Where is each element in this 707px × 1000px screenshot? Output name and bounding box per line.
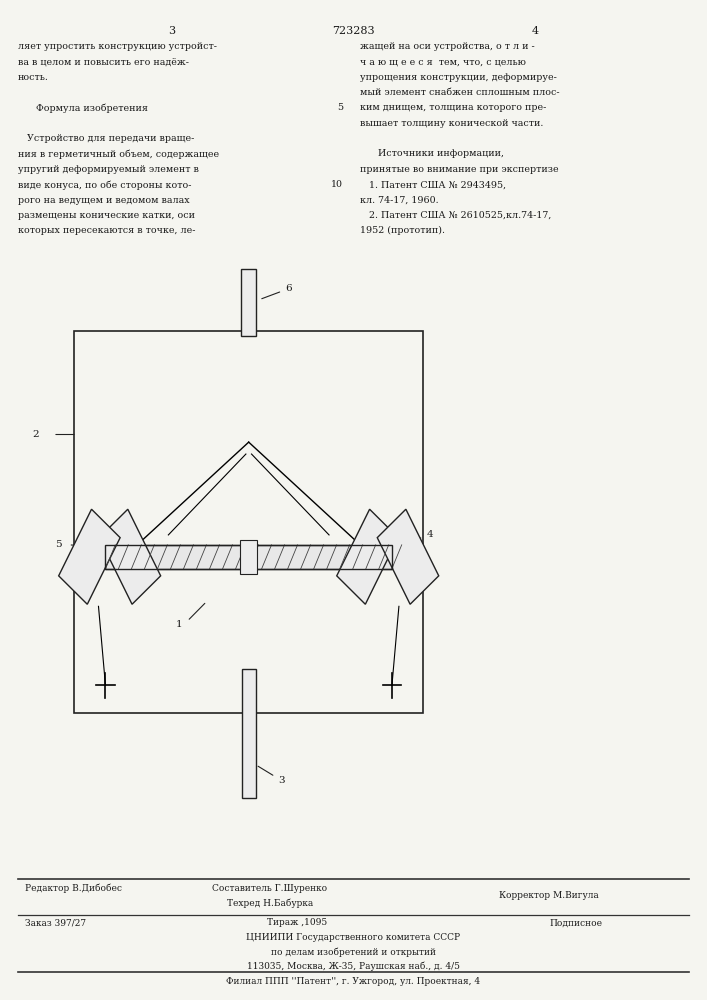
Text: по делам изобретений и открытий: по делам изобретений и открытий [271, 947, 436, 957]
Polygon shape [378, 509, 439, 604]
Text: вышает толщину конической части.: вышает толщину конической части. [361, 119, 544, 128]
Text: Заказ 397/27: Заказ 397/27 [25, 918, 86, 927]
Text: 3: 3 [278, 776, 285, 785]
Text: 113035, Москва, Ж-35, Раушская наб., д. 4/5: 113035, Москва, Ж-35, Раушская наб., д. … [247, 961, 460, 971]
Text: 2: 2 [33, 430, 39, 439]
Text: 4: 4 [532, 26, 539, 36]
Text: Филиал ППП ''Патент'', г. Ужгород, ул. Проектная, 4: Филиал ППП ''Патент'', г. Ужгород, ул. П… [226, 977, 481, 986]
Text: мый элемент снабжен сплошным плос-: мый элемент снабжен сплошным плос- [361, 88, 560, 97]
Text: упругий деформируемый элемент в: упругий деформируемый элемент в [18, 165, 199, 174]
Text: кл. 74-17, 1960.: кл. 74-17, 1960. [361, 196, 439, 205]
Text: 4: 4 [427, 530, 433, 539]
Text: ность.: ность. [18, 73, 49, 82]
Text: ва в целом и повысить его надёж-: ва в целом и повысить его надёж- [18, 57, 189, 66]
Polygon shape [99, 509, 160, 604]
Text: Подписное: Подписное [549, 918, 602, 927]
Text: 1. Патент США № 2943495,: 1. Патент США № 2943495, [361, 180, 507, 189]
Text: 3: 3 [168, 26, 175, 36]
Text: Источники информации,: Источники информации, [361, 149, 505, 158]
Text: Редактор В.Дибобес: Редактор В.Дибобес [25, 884, 122, 893]
Text: 723283: 723283 [332, 26, 375, 36]
Text: жащей на оси устройства, о т л и -: жащей на оси устройства, о т л и - [361, 42, 535, 51]
Text: рого на ведущем и ведомом валах: рого на ведущем и ведомом валах [18, 196, 189, 205]
Text: виде конуса, по обе стороны кото-: виде конуса, по обе стороны кото- [18, 180, 192, 190]
Bar [105, 545, 392, 569]
Text: 1: 1 [176, 620, 182, 629]
Text: Корректор М.Вигула: Корректор М.Вигула [499, 891, 599, 900]
Bar [242, 669, 256, 798]
Text: упрощения конструкции, деформируе-: упрощения конструкции, деформируе- [361, 73, 557, 82]
Bar [74, 331, 423, 713]
Text: ляет упростить конструкцию устройст-: ляет упростить конструкцию устройст- [18, 42, 217, 51]
Text: 2. Патент США № 2610525,кл.74-17,: 2. Патент США № 2610525,кл.74-17, [361, 211, 552, 220]
Text: размещены конические катки, оси: размещены конические катки, оси [18, 211, 195, 220]
Text: Составитель Г.Шуренко: Составитель Г.Шуренко [212, 884, 327, 893]
Text: ч а ю щ е е с я  тем, что, с целью: ч а ю щ е е с я тем, что, с целью [361, 57, 527, 66]
Text: Тираж ,1095: Тираж ,1095 [267, 918, 328, 927]
Text: ния в герметичный объем, содержащее: ния в герметичный объем, содержащее [18, 149, 219, 159]
Polygon shape [337, 509, 398, 604]
Text: ким днищем, толщина которого пре-: ким днищем, толщина которого пре- [361, 103, 547, 112]
Bar [105, 545, 392, 569]
Polygon shape [59, 509, 120, 604]
Text: 5: 5 [337, 103, 343, 112]
Text: Формула изобретения: Формула изобретения [18, 103, 148, 113]
Bar [240, 540, 257, 574]
Text: 10: 10 [331, 180, 343, 189]
Text: 6: 6 [262, 284, 292, 299]
Text: Техред Н.Бабурка: Техред Н.Бабурка [226, 899, 312, 908]
Text: 1952 (прототип).: 1952 (прототип). [361, 226, 445, 235]
Bar [241, 269, 257, 336]
Text: 5: 5 [55, 540, 62, 549]
Text: принятые во внимание при экспертизе: принятые во внимание при экспертизе [361, 165, 559, 174]
Text: Устройство для передачи враще-: Устройство для передачи враще- [18, 134, 194, 143]
Text: которых пересекаются в точке, ле-: которых пересекаются в точке, ле- [18, 226, 196, 235]
Text: ЦНИИПИ Государственного комитета СССР: ЦНИИПИ Государственного комитета СССР [247, 933, 460, 942]
